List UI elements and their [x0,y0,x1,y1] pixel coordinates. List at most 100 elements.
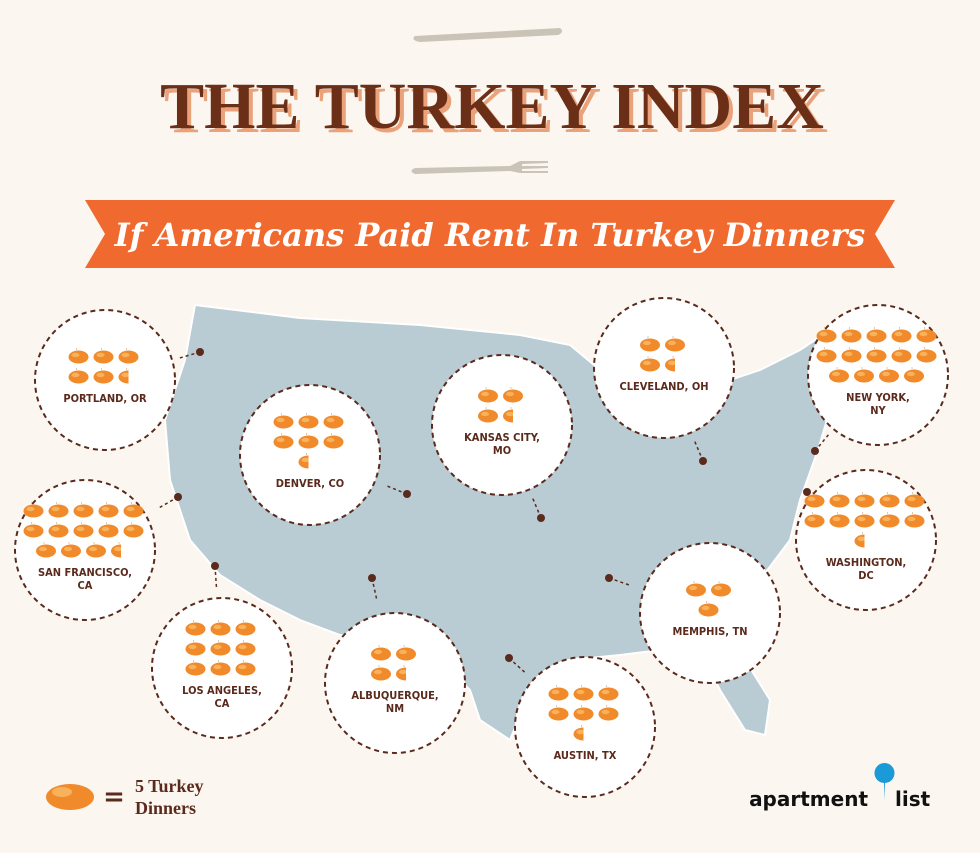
turkey-shine [643,360,651,366]
turkey-body [298,435,319,449]
turkey-group [68,348,139,384]
turkey-icon [573,725,584,741]
turkey-shine [213,664,222,670]
turkey-icon [665,356,675,372]
turkey-group [478,387,523,423]
city-dot [811,447,819,455]
turkey-icon [854,512,875,528]
turkey-body [879,514,900,528]
turkey-shine [76,526,85,532]
turkey-shine [643,340,651,346]
city-label: NY [870,404,886,417]
turkey-body [98,504,119,518]
turkey-body [904,514,925,528]
turkey-icon [548,705,569,721]
turkey-shine [857,516,866,522]
turkey-body [86,544,106,558]
turkey-shine [326,437,335,443]
turkey-shine [601,709,610,715]
turkey-icon [598,705,619,721]
turkey-shine [894,351,903,357]
turkey-icon [68,348,89,364]
connector [385,484,408,495]
turkey-body [829,369,849,383]
turkey-icon [98,522,119,538]
subtitle: If Americans Paid Rent In Turkey Dinners [114,216,866,254]
turkey-body [916,329,937,343]
connector [214,565,218,589]
turkey-body [478,389,498,403]
turkey-icon [816,347,837,363]
city-circle [324,612,466,754]
turkey-icon [829,512,850,528]
turkey-body [210,622,231,636]
turkey-icon [503,387,523,403]
city-dot [403,490,411,498]
turkey-body [118,350,139,364]
turkey-shine [71,372,80,378]
turkey-body [503,389,523,403]
fork-icon [411,161,548,174]
city-dot [803,488,811,496]
logo: apartment list [749,763,931,811]
city-label: CLEVELAND, OH [619,380,708,393]
turkey-icon [548,685,569,701]
turkey-icon [298,433,319,449]
turkey-icon [111,542,121,558]
turkey-shine [101,526,110,532]
turkey-icon [23,502,44,518]
turkey-icon [478,387,498,403]
turkey-shine [819,351,828,357]
city-circle [431,354,573,496]
city-label: ALBUQUERQUE, [351,689,438,702]
turkey-icon [235,660,256,676]
turkey-shine [276,417,285,423]
turkey-group [548,685,619,741]
turkey-shine [126,526,135,532]
turkey-body [396,647,416,661]
turkey-body [93,350,114,364]
turkey-shine [399,649,407,655]
city-dot [368,574,376,582]
city-circle [593,297,735,439]
connector [531,497,542,519]
turkey-shine [907,516,916,522]
turkey-shine [807,516,816,522]
turkey-icon [68,368,89,384]
city-label: NEW YORK, [846,391,910,404]
city-label: AUSTIN, TX [554,749,617,762]
turkey-icon [866,347,887,363]
turkey-icon [396,645,416,661]
turkey-body [841,329,862,343]
turkey-body [298,415,319,429]
turkey-body [185,642,206,656]
turkey-shine [807,496,816,502]
turkey-shine [668,340,676,346]
turkey-body [210,642,231,656]
logo-pin [874,763,895,800]
turkey-group [686,581,731,617]
turkey-icon [273,413,294,429]
turkey-shine [326,417,335,423]
turkey-body [93,370,114,384]
turkey-group [371,645,416,681]
turkey-shine [126,506,135,512]
turkey-icon [185,620,206,636]
turkey-shine [238,644,247,650]
turkey-body [68,350,89,364]
turkey-shine [832,496,841,502]
turkey-icon [185,640,206,656]
turkey-shine [188,664,197,670]
title: THE TURKEY INDEX [160,70,824,143]
turkey-icon [573,705,594,721]
turkey-body [323,435,344,449]
turkey-icon [61,542,81,558]
turkey-shine [869,351,878,357]
city-label: CA [215,697,230,710]
turkey-icon [686,581,706,597]
turkey-icon [640,336,660,352]
turkey-shine [907,496,916,502]
turkey-shine [39,546,47,552]
turkey-body [598,687,619,701]
